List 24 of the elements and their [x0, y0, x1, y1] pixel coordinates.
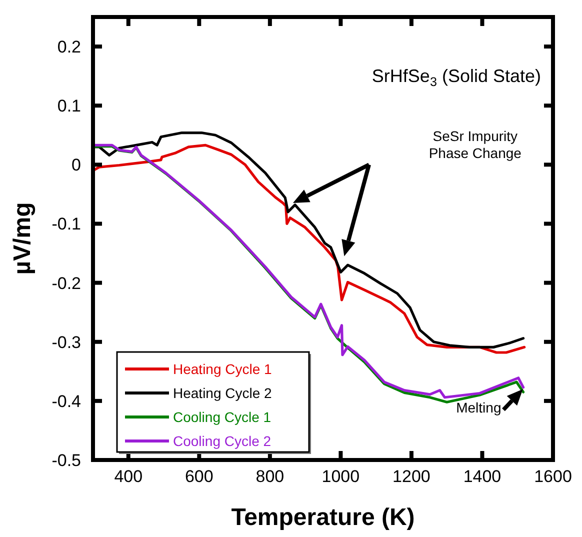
y-axis-title: µV/mg — [9, 202, 36, 275]
annotation: Melting — [456, 400, 502, 416]
x-tick-label: 1600 — [534, 467, 572, 486]
legend-label: Cooling Cycle 2 — [173, 433, 272, 449]
x-tick-label: 1400 — [463, 467, 502, 486]
x-axis-title: Temperature (K) — [231, 504, 415, 531]
x-tick-label: 400 — [114, 467, 143, 486]
y-tick-label: 0.2 — [57, 38, 81, 57]
y-tick-label: -0.5 — [52, 451, 81, 470]
annotation: SrHfSe$_{3}$ (Solid State) — [372, 66, 541, 89]
x-tick-label: 600 — [184, 467, 214, 486]
y-tick-label: -0.2 — [52, 274, 81, 293]
x-tick-label: 800 — [256, 467, 284, 486]
y-tick-label: 0 — [72, 156, 81, 175]
legend-label: Heating Cycle 1 — [173, 361, 272, 377]
legend-label: Cooling Cycle 1 — [173, 409, 272, 425]
x-tick-label: 1200 — [392, 467, 430, 486]
annotation: SeSr Impurity Phase Change — [428, 128, 522, 162]
y-tick-label: -0.1 — [52, 214, 81, 234]
x-tick-label: 1000 — [322, 467, 360, 486]
legend-label: Heating Cycle 2 — [173, 385, 272, 401]
y-tick-label: -0.4 — [52, 392, 81, 411]
y-tick-label: -0.3 — [52, 332, 81, 352]
y-tick-label: 0.1 — [57, 96, 81, 116]
